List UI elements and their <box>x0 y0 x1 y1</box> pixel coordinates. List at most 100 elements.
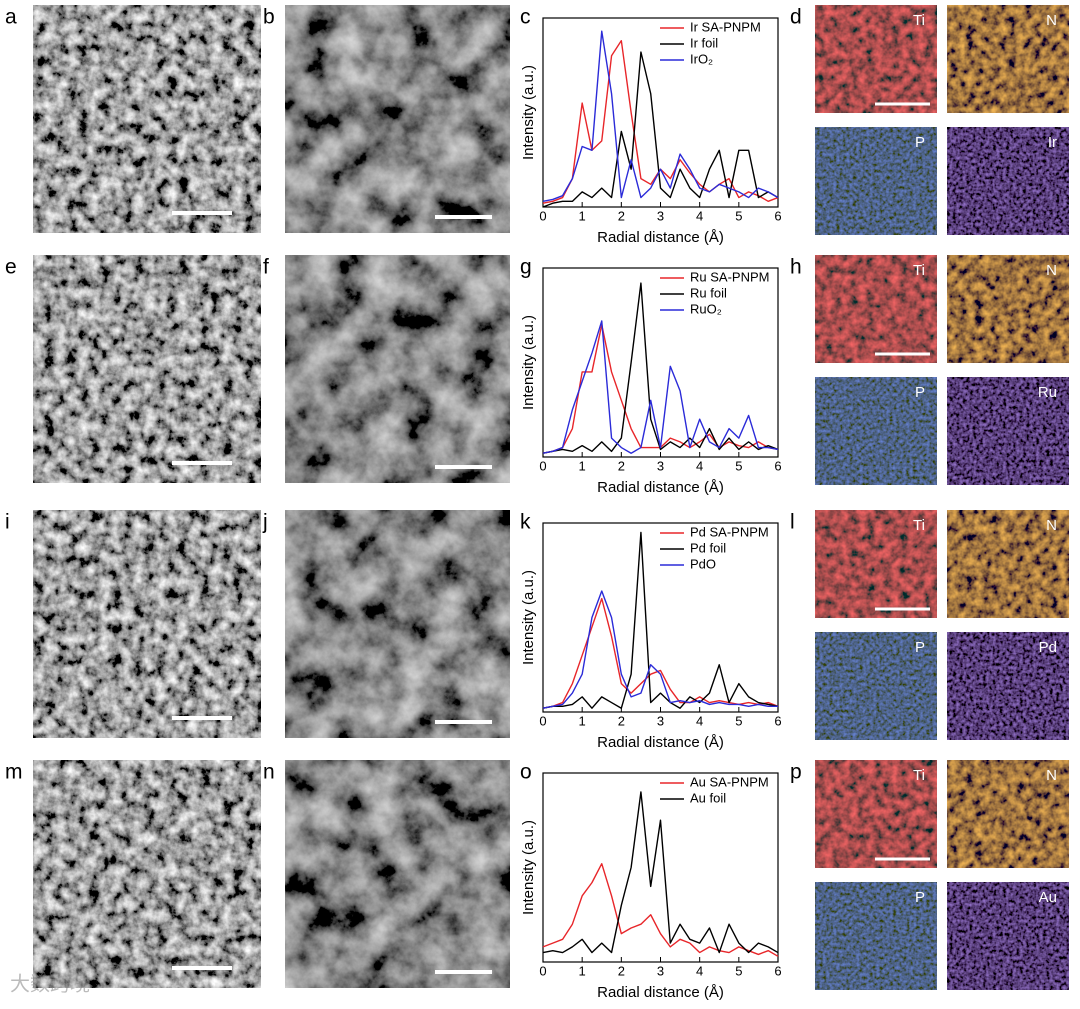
y-axis-title: Intensity (a.u.) <box>520 820 537 915</box>
map-label: P <box>915 134 925 151</box>
x-tick-label: 3 <box>657 458 664 473</box>
x-tick-label: 0 <box>539 963 546 978</box>
stem-image <box>285 5 510 233</box>
sem-image <box>33 760 261 988</box>
panel-label: m <box>5 761 23 784</box>
element-map <box>947 377 1069 485</box>
stem-image <box>285 510 510 738</box>
x-tick-label: 1 <box>579 208 586 223</box>
data-line <box>542 791 779 954</box>
x-tick-label: 5 <box>735 458 742 473</box>
panel-label: a <box>5 6 17 29</box>
data-line <box>542 597 779 709</box>
element-map <box>947 632 1069 740</box>
panel-label: f <box>263 256 269 279</box>
data-line <box>542 324 779 454</box>
x-tick-label: 4 <box>696 713 703 728</box>
element-map <box>815 255 937 363</box>
x-tick-label: 5 <box>735 963 742 978</box>
legend-label: Pd foil <box>690 540 726 555</box>
element-map <box>947 760 1069 868</box>
panel-label: c <box>520 6 531 29</box>
x-tick-label: 2 <box>618 458 625 473</box>
x-axis-title: Radial distance (Å) <box>597 984 724 1001</box>
map-label: P <box>915 889 925 906</box>
x-tick-label: 3 <box>657 713 664 728</box>
element-map <box>947 255 1069 363</box>
data-line <box>542 282 779 454</box>
x-tick-label: 0 <box>539 713 546 728</box>
data-line <box>542 320 779 454</box>
map-label: Ti <box>913 262 925 279</box>
legend-label: IrO₂ <box>690 51 713 66</box>
x-tick-label: 5 <box>735 713 742 728</box>
legend-label: Au SA-PNPM <box>690 774 769 789</box>
x-tick-label: 6 <box>774 963 781 978</box>
map-label: P <box>915 639 925 656</box>
stem-image <box>285 760 510 988</box>
y-axis-title: Intensity (a.u.) <box>520 65 537 160</box>
data-line <box>542 531 779 709</box>
x-tick-label: 3 <box>657 208 664 223</box>
map-label: N <box>1046 767 1057 784</box>
panel-label: g <box>520 256 532 279</box>
x-tick-label: 1 <box>579 963 586 978</box>
x-tick-label: 4 <box>696 208 703 223</box>
map-label: N <box>1046 262 1057 279</box>
data-line <box>542 590 778 709</box>
x-tick-label: 4 <box>696 458 703 473</box>
legend-label: PdO <box>690 556 716 571</box>
map-label: Au <box>1039 889 1057 906</box>
element-map <box>947 882 1069 990</box>
panel-label: n <box>263 761 275 784</box>
legend-label: Ru foil <box>690 285 727 300</box>
element-map <box>947 5 1069 113</box>
element-map <box>815 377 937 485</box>
legend-label: Pd SA-PNPM <box>690 524 769 539</box>
map-label: Pd <box>1039 639 1057 656</box>
x-tick-label: 2 <box>618 208 625 223</box>
map-label: N <box>1046 12 1057 29</box>
map-label: Ru <box>1038 384 1057 401</box>
x-tick-label: 3 <box>657 963 664 978</box>
y-axis-title: Intensity (a.u.) <box>520 570 537 665</box>
sem-image <box>33 255 261 483</box>
map-label: Ti <box>913 767 925 784</box>
map-label: Ti <box>913 517 925 534</box>
x-tick-label: 6 <box>774 458 781 473</box>
panel-label: e <box>5 256 17 279</box>
panel-label: k <box>520 511 531 534</box>
panel-label: l <box>790 511 795 534</box>
x-tick-label: 5 <box>735 208 742 223</box>
data-line <box>542 39 779 204</box>
element-map <box>815 760 937 868</box>
panel-label: h <box>790 256 802 279</box>
y-axis-title: Intensity (a.u.) <box>520 315 537 410</box>
panel-label: o <box>520 761 532 784</box>
plot-frame <box>542 17 779 208</box>
data-line <box>542 51 779 208</box>
map-label: N <box>1046 517 1057 534</box>
x-tick-label: 6 <box>774 208 781 223</box>
sem-image <box>33 510 261 738</box>
legend-label: RuO₂ <box>690 301 722 316</box>
panel-label: d <box>790 6 802 29</box>
element-map <box>815 882 937 990</box>
element-map <box>815 632 937 740</box>
map-label: Ti <box>913 12 925 29</box>
panel-label: i <box>5 511 10 534</box>
x-tick-label: 1 <box>579 458 586 473</box>
x-tick-label: 1 <box>579 713 586 728</box>
element-map <box>815 510 937 618</box>
legend-label: Au foil <box>690 790 726 805</box>
legend-label: Ru SA-PNPM <box>690 269 769 284</box>
element-map <box>947 510 1069 618</box>
x-axis-title: Radial distance (Å) <box>597 734 724 751</box>
legend-label: Ir foil <box>690 35 718 50</box>
x-axis-title: Radial distance (Å) <box>597 479 724 496</box>
x-tick-label: 2 <box>618 963 625 978</box>
x-tick-label: 6 <box>774 713 781 728</box>
x-tick-label: 0 <box>539 208 546 223</box>
sem-image <box>33 5 261 233</box>
